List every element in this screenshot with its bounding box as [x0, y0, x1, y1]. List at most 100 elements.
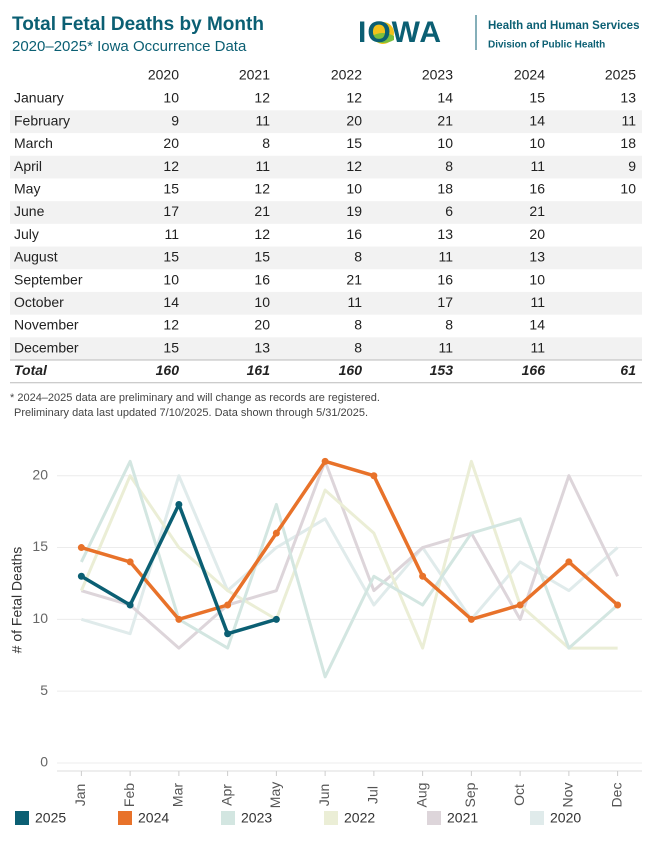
column-header: 2021 [239, 67, 270, 83]
cell: 11 [530, 158, 545, 174]
cell: 15 [163, 181, 179, 197]
row-label: April [14, 158, 42, 174]
cell: 9 [628, 158, 636, 174]
x-tick-label: Apr [218, 784, 234, 806]
cell: 6 [445, 203, 453, 219]
cell: 11 [530, 294, 545, 310]
x-tick-label: Jan [72, 784, 88, 807]
cell: 11 [438, 339, 453, 355]
cell: 12 [346, 90, 362, 106]
row-label: September [14, 271, 83, 287]
row-label: January [14, 90, 64, 106]
total: 61 [620, 362, 636, 378]
y-tick-label: 20 [32, 466, 48, 482]
cell: 13 [437, 226, 453, 242]
row-shade [10, 110, 642, 134]
y-tick-label: 5 [40, 682, 48, 698]
cell: 16 [529, 181, 545, 197]
cell: 20 [163, 135, 179, 151]
point [126, 601, 134, 609]
point [614, 601, 622, 609]
cell: 13 [254, 339, 270, 355]
cell: 10 [163, 271, 179, 287]
series-line [80, 459, 619, 622]
cell: 14 [529, 112, 545, 128]
point [175, 500, 183, 508]
cell: 19 [346, 203, 362, 219]
point [321, 457, 329, 465]
cell: 12 [163, 158, 179, 174]
cell: 8 [354, 339, 362, 355]
x-tick-label: Sep [462, 782, 478, 807]
cell: 14 [437, 90, 453, 106]
cell: 10 [620, 181, 636, 197]
series-line [80, 459, 619, 650]
point [272, 529, 280, 537]
cell: 11 [530, 339, 545, 355]
cell: 17 [437, 294, 453, 310]
cell: 10 [529, 271, 545, 287]
x-tick-label: Nov [560, 783, 576, 808]
note: Preliminary data last updated 7/10/2025.… [14, 407, 368, 419]
row-label: August [14, 249, 58, 265]
row-shade [10, 291, 642, 315]
cell: 9 [171, 112, 179, 128]
cell: 20 [346, 112, 362, 128]
cell: 13 [620, 90, 636, 106]
cell: 12 [163, 317, 179, 333]
cell: 21 [437, 112, 453, 128]
legend-label: 2022 [344, 810, 375, 826]
row-label: November [14, 317, 79, 333]
total: 161 [247, 362, 271, 378]
subtitle: 2020–2025* Iowa Occurrence Data [12, 38, 247, 55]
point [175, 615, 183, 623]
cell: 15 [529, 90, 545, 106]
cell: 15 [254, 249, 270, 265]
cell: 13 [529, 249, 545, 265]
row-label: March [14, 135, 53, 151]
cell: 11 [438, 249, 453, 265]
row-shade [10, 201, 642, 224]
cell: 14 [163, 294, 179, 310]
agency: Health and Human Services [488, 20, 639, 32]
point [77, 544, 85, 552]
cell: 20 [529, 226, 545, 242]
point [370, 472, 378, 480]
row-label: October [14, 294, 64, 310]
point [272, 615, 280, 623]
row-shade [10, 337, 642, 361]
cell: 15 [346, 135, 362, 151]
logo-sun-base [372, 33, 394, 43]
series-line [80, 474, 619, 636]
point [224, 630, 232, 638]
total: 160 [339, 362, 363, 378]
point [419, 572, 427, 580]
point [467, 615, 475, 623]
row-label: May [14, 181, 40, 197]
legend-swatch [118, 811, 132, 825]
legend-label: 2023 [241, 810, 272, 826]
note: * 2024–2025 data are preliminary and wil… [10, 392, 380, 404]
cell: 17 [163, 203, 179, 219]
cell: 10 [437, 135, 453, 151]
legend-label: 2021 [447, 810, 478, 826]
row-shade [10, 155, 642, 179]
title: Total Fetal Deaths by Month [12, 14, 264, 35]
cell: 12 [254, 226, 270, 242]
cell: 11 [255, 158, 270, 174]
division: Division of Public Health [488, 40, 605, 51]
cell: 16 [437, 271, 453, 287]
cell: 21 [529, 203, 545, 219]
cell: 8 [445, 158, 453, 174]
y-tick-label: 10 [32, 610, 48, 626]
cell: 8 [445, 317, 453, 333]
y-tick-label: 0 [40, 754, 48, 770]
y-axis-label: # of Fetal Deaths [9, 547, 25, 654]
legend-swatch [530, 811, 544, 825]
total: 153 [430, 362, 454, 378]
x-tick-label: Aug [413, 783, 429, 808]
y-tick-label: 15 [32, 538, 48, 554]
row-label: February [14, 112, 70, 128]
point [224, 601, 232, 609]
cell: 10 [346, 181, 362, 197]
